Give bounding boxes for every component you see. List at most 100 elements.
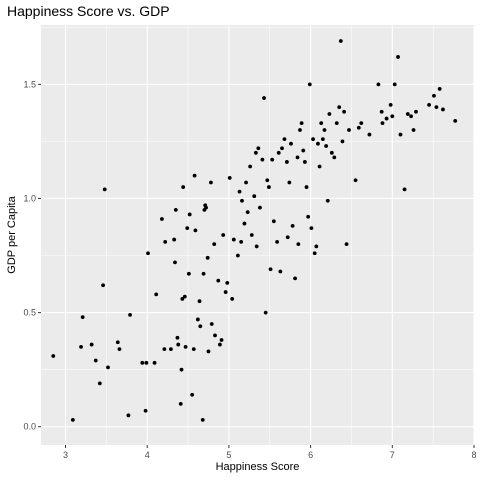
data-point	[287, 180, 292, 185]
data-point	[242, 221, 247, 226]
data-point	[402, 187, 407, 192]
data-point	[263, 310, 268, 315]
data-point	[432, 93, 436, 98]
data-point	[101, 283, 105, 288]
data-point	[225, 281, 230, 285]
y-tick-label: 1.0	[23, 193, 36, 203]
data-point	[379, 109, 384, 114]
data-point	[320, 137, 325, 142]
data-point	[312, 251, 317, 256]
data-point	[223, 290, 228, 294]
data-point	[282, 137, 287, 142]
x-tick-label: 8	[471, 450, 476, 460]
data-point	[146, 251, 150, 256]
data-point	[97, 381, 102, 386]
data-point	[206, 349, 211, 354]
data-point	[254, 244, 259, 249]
data-point	[276, 150, 281, 155]
data-point	[453, 118, 458, 123]
data-point	[290, 223, 295, 228]
data-point	[173, 260, 177, 265]
data-point	[209, 322, 214, 326]
data-point	[187, 212, 192, 217]
data-point	[240, 198, 244, 203]
data-point	[186, 271, 191, 276]
x-axis: 3 4 5 6 7 8	[63, 445, 477, 460]
data-point	[278, 269, 283, 274]
data-point	[237, 189, 242, 194]
data-point	[152, 360, 157, 365]
data-point	[102, 187, 107, 192]
data-point	[267, 185, 271, 189]
data-point	[376, 82, 381, 87]
data-point	[324, 144, 329, 148]
data-point	[204, 205, 208, 210]
data-point	[271, 219, 276, 224]
data-point	[307, 82, 312, 87]
y-axis-title: GDP per Capita	[6, 195, 18, 273]
data-point	[298, 128, 302, 132]
data-point	[230, 297, 235, 301]
data-point	[192, 173, 197, 178]
x-tick-label: 3	[63, 450, 68, 460]
data-point	[396, 55, 400, 59]
data-point	[182, 294, 187, 299]
data-point	[181, 185, 186, 189]
data-point	[434, 105, 439, 110]
data-point	[93, 358, 98, 363]
x-tick-label: 5	[226, 450, 231, 460]
data-point	[185, 226, 190, 231]
x-tick-label: 6	[308, 450, 313, 460]
gridlines	[41, 25, 475, 445]
data-point	[359, 121, 364, 126]
data-point	[115, 340, 120, 345]
data-point	[304, 185, 309, 189]
data-point	[332, 155, 337, 160]
data-point	[227, 176, 232, 180]
data-point	[338, 39, 343, 43]
data-point	[163, 239, 168, 244]
data-point	[353, 178, 358, 183]
data-point	[176, 342, 181, 347]
data-point	[128, 312, 132, 317]
data-point	[275, 239, 280, 244]
data-point	[258, 205, 262, 210]
data-point	[414, 109, 418, 114]
data-point	[309, 226, 314, 231]
data-points	[51, 39, 458, 422]
data-point	[260, 157, 265, 162]
data-point	[302, 160, 307, 164]
data-point	[191, 347, 196, 352]
data-point	[325, 198, 330, 203]
data-point	[221, 233, 226, 237]
data-point	[178, 402, 183, 406]
data-point	[248, 164, 253, 169]
data-point	[51, 354, 56, 358]
data-point	[347, 128, 351, 132]
data-point	[319, 121, 324, 126]
data-point	[162, 347, 167, 352]
data-point	[245, 210, 250, 215]
data-point	[70, 417, 75, 422]
data-point	[231, 237, 236, 242]
chart-title: Happiness Score vs. GDP	[7, 3, 170, 19]
data-point	[200, 417, 205, 422]
data-point	[169, 347, 173, 352]
data-point	[295, 155, 300, 160]
data-point	[160, 217, 164, 221]
data-point	[201, 271, 206, 276]
data-point	[216, 278, 221, 283]
data-point	[398, 132, 403, 137]
data-point	[356, 125, 361, 130]
x-tick-label: 4	[145, 450, 150, 460]
y-tick-label: 0.0	[23, 422, 36, 432]
data-point	[213, 333, 217, 338]
data-point	[411, 128, 416, 132]
data-point	[190, 392, 195, 397]
data-point	[285, 160, 289, 164]
data-point	[197, 299, 202, 304]
data-point	[441, 107, 445, 112]
data-point	[209, 180, 213, 185]
data-point	[180, 297, 185, 301]
